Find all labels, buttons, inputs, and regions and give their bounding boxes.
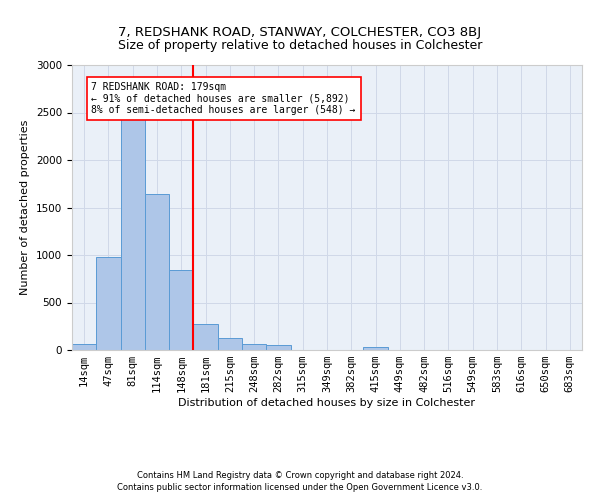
- X-axis label: Distribution of detached houses by size in Colchester: Distribution of detached houses by size …: [179, 398, 476, 408]
- Y-axis label: Number of detached properties: Number of detached properties: [20, 120, 31, 295]
- Bar: [266, 345, 290, 350]
- Bar: [96, 257, 121, 350]
- Bar: [193, 324, 218, 350]
- Bar: [364, 347, 388, 350]
- Text: Contains public sector information licensed under the Open Government Licence v3: Contains public sector information licen…: [118, 483, 482, 492]
- Bar: [169, 270, 193, 350]
- Text: Contains HM Land Registry data © Crown copyright and database right 2024.: Contains HM Land Registry data © Crown c…: [137, 470, 463, 480]
- Bar: [145, 194, 169, 350]
- Bar: [121, 116, 145, 350]
- Text: 7 REDSHANK ROAD: 179sqm
← 91% of detached houses are smaller (5,892)
8% of semi-: 7 REDSHANK ROAD: 179sqm ← 91% of detache…: [91, 82, 356, 116]
- Text: Size of property relative to detached houses in Colchester: Size of property relative to detached ho…: [118, 38, 482, 52]
- Bar: [242, 344, 266, 350]
- Bar: [218, 338, 242, 350]
- Text: 7, REDSHANK ROAD, STANWAY, COLCHESTER, CO3 8BJ: 7, REDSHANK ROAD, STANWAY, COLCHESTER, C…: [118, 26, 482, 39]
- Bar: [72, 344, 96, 350]
